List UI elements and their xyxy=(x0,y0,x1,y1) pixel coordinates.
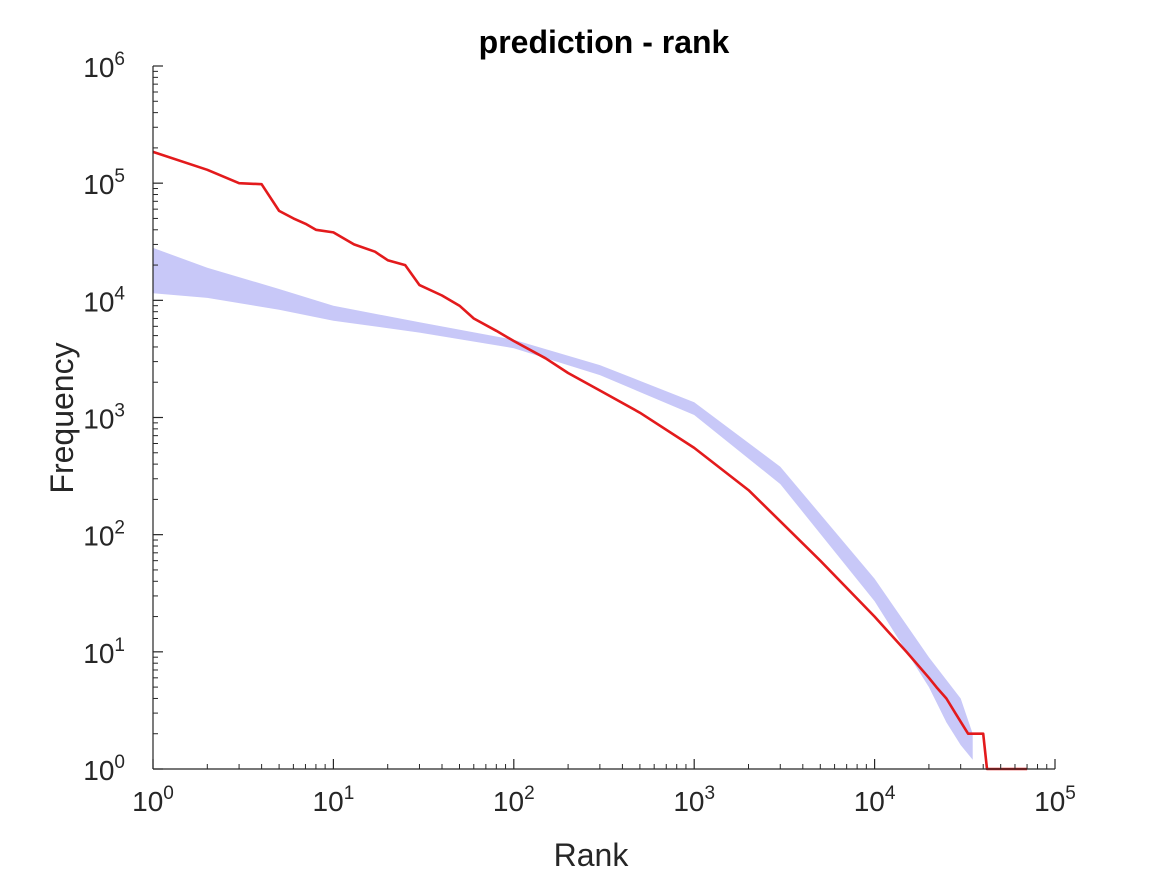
y-tick-label: 102 xyxy=(83,518,125,552)
x-tick-label: 104 xyxy=(854,783,896,817)
y-tick-label: 106 xyxy=(83,49,125,83)
y-axis-title: Frequency xyxy=(44,342,80,493)
y-tick-label: 104 xyxy=(83,283,125,317)
x-tick-label: 102 xyxy=(493,783,535,817)
series-line-0 xyxy=(152,150,1028,771)
x-axis-title: Rank xyxy=(554,837,630,873)
confidence-band-layer xyxy=(153,247,973,760)
y-tick-label: 101 xyxy=(83,635,125,669)
series-layer xyxy=(152,150,1028,771)
chart-title: prediction - rank xyxy=(479,24,730,60)
axes-layer: 100 101 102 103 104 105 100 101 102 103 104 105 106 xyxy=(83,49,1076,817)
x-tick-label: 105 xyxy=(1034,783,1076,817)
confidence-band xyxy=(153,247,973,760)
x-tick-label: 101 xyxy=(313,783,355,817)
y-tick-label: 100 xyxy=(83,752,125,786)
y-tick-label: 103 xyxy=(83,401,125,435)
y-tick-label: 105 xyxy=(83,166,125,200)
x-tick-label: 103 xyxy=(673,783,715,817)
x-tick-label: 100 xyxy=(132,783,174,817)
